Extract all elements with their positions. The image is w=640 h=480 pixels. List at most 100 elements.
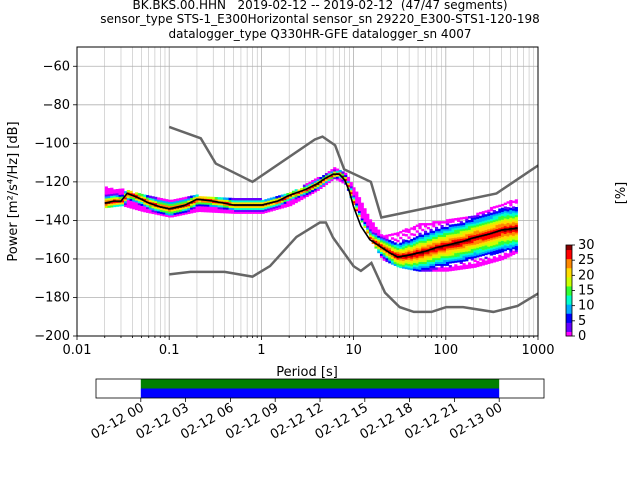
density-cell (490, 208, 494, 212)
density-cell (346, 180, 351, 184)
density-cell (113, 204, 117, 208)
density-cell (162, 213, 166, 217)
density-cell (357, 202, 362, 206)
density-cell (363, 217, 367, 221)
density-cell (434, 232, 439, 236)
density-cell (330, 169, 334, 172)
density-cell (379, 243, 384, 247)
density-cell (421, 240, 425, 243)
density-cell (146, 195, 150, 198)
density-cell (187, 200, 191, 203)
density-cell (470, 223, 474, 226)
density-cell (404, 228, 408, 231)
density-cell (503, 248, 507, 252)
density-cell (214, 202, 218, 206)
density-cell (388, 241, 392, 245)
density-cell (404, 245, 408, 248)
density-cell (396, 249, 400, 252)
density-cell (437, 253, 441, 257)
density-cell (498, 216, 502, 219)
density-cell (115, 192, 119, 196)
density-cell (468, 254, 472, 258)
density-cell (421, 261, 425, 264)
density-cell (415, 263, 419, 266)
density-cell (457, 254, 461, 257)
density-cell (451, 247, 455, 250)
density-cell (173, 199, 177, 202)
density-cell (487, 228, 491, 232)
density-cell (445, 234, 450, 237)
density-cell (294, 193, 298, 196)
density-cell (313, 178, 318, 181)
density-cell (484, 225, 488, 229)
density-cell (423, 223, 428, 226)
density-cell (327, 173, 331, 176)
density-cell (412, 225, 417, 229)
density-cell (368, 228, 373, 232)
density-cell (187, 205, 191, 209)
density-cell (286, 202, 290, 206)
density-cell (388, 249, 392, 252)
density-cell (228, 205, 232, 208)
density-cell (470, 215, 474, 219)
density-cell (107, 193, 111, 197)
density-cell (399, 256, 403, 259)
density-cell (181, 206, 185, 210)
density-cell (377, 235, 381, 238)
density-cell (487, 250, 491, 253)
density-cell (407, 255, 411, 259)
density-cell (366, 225, 370, 228)
density-cell (481, 253, 485, 256)
colorbar-tick-label: 5 (578, 314, 586, 329)
colorbar-segment (566, 246, 572, 249)
density-cell (448, 230, 452, 233)
density-cell (407, 230, 411, 234)
density-cell (503, 221, 507, 225)
density-cell (465, 253, 469, 256)
density-cell (506, 212, 510, 216)
density-cell (484, 227, 488, 231)
density-cell (132, 199, 136, 202)
density-cell (434, 228, 439, 232)
density-cell (434, 234, 439, 238)
density-cell (418, 246, 422, 249)
density-cell (129, 202, 133, 205)
density-cell (399, 236, 403, 240)
density-cell (410, 246, 414, 250)
colorbar-segment (566, 301, 572, 304)
density-cell (393, 250, 397, 253)
density-cell (429, 250, 433, 253)
density-cell (374, 238, 378, 241)
density-cell (506, 201, 510, 204)
density-cell (104, 188, 108, 191)
density-cell (514, 243, 518, 247)
density-cell (297, 197, 301, 200)
density-cell (459, 228, 463, 232)
density-cell (159, 213, 163, 216)
density-cell (412, 262, 417, 265)
density-cell (280, 204, 285, 207)
density-cell (457, 233, 461, 236)
density-cell (379, 251, 384, 254)
density-cell (245, 201, 249, 205)
density-cell (179, 207, 183, 210)
density-cell (481, 216, 485, 220)
density-cell (311, 187, 315, 191)
density-cell (514, 249, 518, 252)
density-cell (170, 201, 174, 204)
colorbar-segment (566, 322, 572, 325)
density-cell (509, 242, 513, 245)
density-cell (454, 264, 458, 267)
density-cell (506, 224, 510, 227)
density-cell (300, 197, 304, 201)
density-cell (423, 257, 428, 261)
density-cell (421, 269, 425, 272)
density-cell (253, 207, 257, 211)
density-cell (294, 198, 298, 202)
density-cell (118, 198, 122, 201)
density-cell (316, 186, 320, 189)
density-cell (264, 199, 268, 202)
density-cell (432, 269, 436, 272)
density-cell (506, 255, 510, 258)
density-cell (512, 246, 516, 250)
